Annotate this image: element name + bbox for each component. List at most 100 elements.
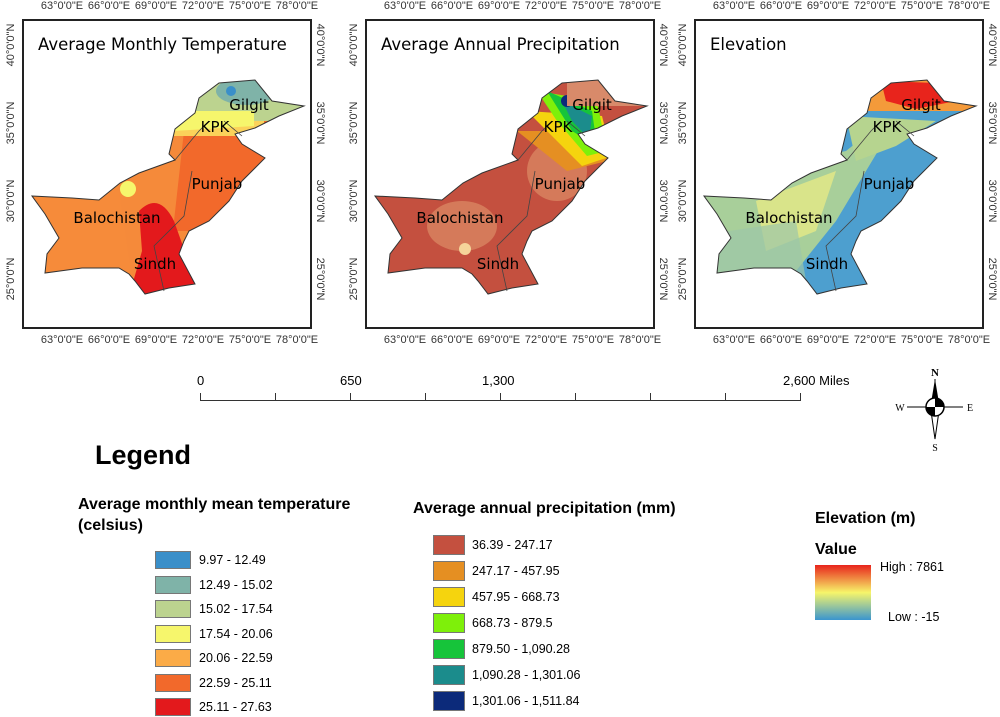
lon-tick-label: 72°0'0"E xyxy=(853,334,897,346)
lat-tick-label: 30°0'0"N xyxy=(348,179,360,223)
lat-tick-label: 30°0'0"N xyxy=(657,179,669,223)
scale-bar: 0 650 1,300 2,600 Miles xyxy=(197,370,849,410)
compass-n: N xyxy=(931,367,939,379)
lat-tick-label: 35°0'0"N xyxy=(314,101,326,145)
legend-label: 15.02 - 17.54 xyxy=(199,602,273,616)
legend-swatch xyxy=(155,649,191,667)
north-arrow-icon: N S E W xyxy=(895,367,973,454)
compass-w: W xyxy=(895,403,905,414)
label-kpk: KPK xyxy=(200,118,230,136)
lon-tick-label: 69°0'0"E xyxy=(477,0,521,12)
lon-tick-label: 63°0'0"E xyxy=(712,334,756,346)
legend-item: 22.59 - 25.11 xyxy=(155,673,272,693)
lon-tick-label: 66°0'0"E xyxy=(430,0,474,12)
lon-tick-label: 72°0'0"E xyxy=(181,334,225,346)
legend-swatch xyxy=(433,691,465,711)
legend-label: 25.11 - 27.63 xyxy=(199,700,272,714)
lat-tick-label: 40°0'0"N xyxy=(657,23,669,67)
legend-item: 668.73 - 879.5 xyxy=(433,613,553,633)
legend-item: 17.54 - 20.06 xyxy=(155,624,273,644)
legend-label: 36.39 - 247.17 xyxy=(472,538,553,552)
scale-tick xyxy=(500,393,501,401)
map-frame: Average Monthly Temperature Gilgit KPK P… xyxy=(22,19,312,329)
lon-tick-label: 75°0'0"E xyxy=(228,334,272,346)
lat-tick-label: 30°0'0"N xyxy=(677,179,689,223)
compass-e: E xyxy=(967,403,973,414)
legend-swatch xyxy=(433,535,465,555)
label-sindh: Sindh xyxy=(476,255,520,273)
lat-tick-label: 25°0'0"N xyxy=(5,257,17,301)
lon-tick-label: 66°0'0"E xyxy=(87,334,131,346)
temperature-map xyxy=(31,79,305,295)
lon-tick-label: 63°0'0"E xyxy=(712,0,756,12)
lon-tick-label: 78°0'0"E xyxy=(618,334,662,346)
label-sindh: Sindh xyxy=(133,255,177,273)
lon-tick-label: 75°0'0"E xyxy=(228,0,272,12)
lat-tick-label: 40°0'0"N xyxy=(5,23,17,67)
legend-item: 1,301.06 - 1,511.84 xyxy=(433,691,580,711)
elevation-high: High : 7861 xyxy=(880,560,944,574)
temperature-legend-title: Average monthly mean temperature (celsiu… xyxy=(78,496,351,534)
scale-tick xyxy=(725,393,726,401)
lat-tick-label: 35°0'0"N xyxy=(986,101,998,145)
lon-tick-label: 78°0'0"E xyxy=(275,0,319,12)
scale-label: 1,300 xyxy=(482,373,515,388)
label-balochistan: Balochistan xyxy=(745,209,833,227)
map-title: Elevation xyxy=(710,35,787,54)
legend-swatch xyxy=(155,575,191,594)
lon-tick-label: 63°0'0"E xyxy=(40,334,84,346)
legend-label: 247.17 - 457.95 xyxy=(472,564,560,578)
legend-item: 247.17 - 457.95 xyxy=(433,561,560,581)
legend-swatch xyxy=(433,587,465,607)
legend-label: 12.49 - 15.02 xyxy=(199,577,273,592)
map-panel-temperature: 63°0'0"E 66°0'0"E 69°0'0"E 72°0'0"E 75°0'0"E… xyxy=(0,0,328,350)
map-frame: Average Annual Precipitation Gilgit KPK … xyxy=(365,19,655,329)
legend-swatch xyxy=(155,698,191,716)
scale-label: 2,600 Miles xyxy=(783,373,850,388)
map-panel-precipitation: 63°0'0"E 66°0'0"E 69°0'0"E 72°0'0"E 75°0'0"E… xyxy=(343,0,671,350)
precipitation-map xyxy=(374,79,648,295)
lon-tick-label: 66°0'0"E xyxy=(759,334,803,346)
scale-tick xyxy=(425,393,426,401)
label-gilgit: Gilgit xyxy=(229,96,269,114)
legend-title: Legend xyxy=(95,440,192,470)
legend-swatch xyxy=(155,673,191,692)
lon-tick-label: 75°0'0"E xyxy=(571,0,615,12)
map-panel-elevation: 63°0'0"E 66°0'0"E 69°0'0"E 72°0'0"E 75°0'0"E… xyxy=(672,0,1000,350)
label-punjab: Punjab xyxy=(534,175,586,193)
legend-swatch xyxy=(433,561,465,581)
elevation-map xyxy=(703,79,977,295)
legend-label: 457.95 - 668.73 xyxy=(472,590,560,604)
lon-tick-label: 63°0'0"E xyxy=(383,334,427,346)
lon-tick-label: 75°0'0"E xyxy=(571,334,615,346)
lon-tick-label: 75°0'0"E xyxy=(900,334,944,346)
legend-item: 9.97 - 12.49 xyxy=(155,550,266,570)
lon-tick-label: 78°0'0"E xyxy=(618,0,662,12)
legend-item: 1,090.28 - 1,301.06 xyxy=(433,665,580,685)
label-gilgit: Gilgit xyxy=(901,96,941,114)
legend-label: 20.06 - 22.59 xyxy=(199,651,273,665)
lon-tick-label: 72°0'0"E xyxy=(181,0,225,12)
lat-tick-label: 40°0'0"N xyxy=(677,23,689,67)
legend-swatch xyxy=(433,665,465,685)
label-punjab: Punjab xyxy=(863,175,915,193)
scale-tick xyxy=(800,393,801,401)
lon-tick-label: 72°0'0"E xyxy=(853,0,897,12)
elevation-color-ramp xyxy=(815,565,871,620)
map-frame: Elevation Gilgit KPK Punjab Balochistan … xyxy=(694,19,984,329)
lon-tick-label: 69°0'0"E xyxy=(477,334,521,346)
lat-tick-label: 35°0'0"N xyxy=(677,101,689,145)
legend-label: 22.59 - 25.11 xyxy=(199,675,272,690)
elevation-legend-title: Elevation (m) xyxy=(815,510,916,527)
lon-tick-label: 78°0'0"E xyxy=(947,334,991,346)
label-punjab: Punjab xyxy=(191,175,243,193)
label-balochistan: Balochistan xyxy=(416,209,504,227)
lon-tick-label: 63°0'0"E xyxy=(383,0,427,12)
lat-tick-label: 35°0'0"N xyxy=(657,101,669,145)
legend-item: 15.02 - 17.54 xyxy=(155,599,273,619)
legend-label: 1,090.28 - 1,301.06 xyxy=(472,668,581,682)
lat-tick-label: 40°0'0"N xyxy=(314,23,326,67)
scale-label: 0 xyxy=(197,373,205,388)
scale-tick xyxy=(350,393,351,401)
label-sindh: Sindh xyxy=(805,255,849,273)
